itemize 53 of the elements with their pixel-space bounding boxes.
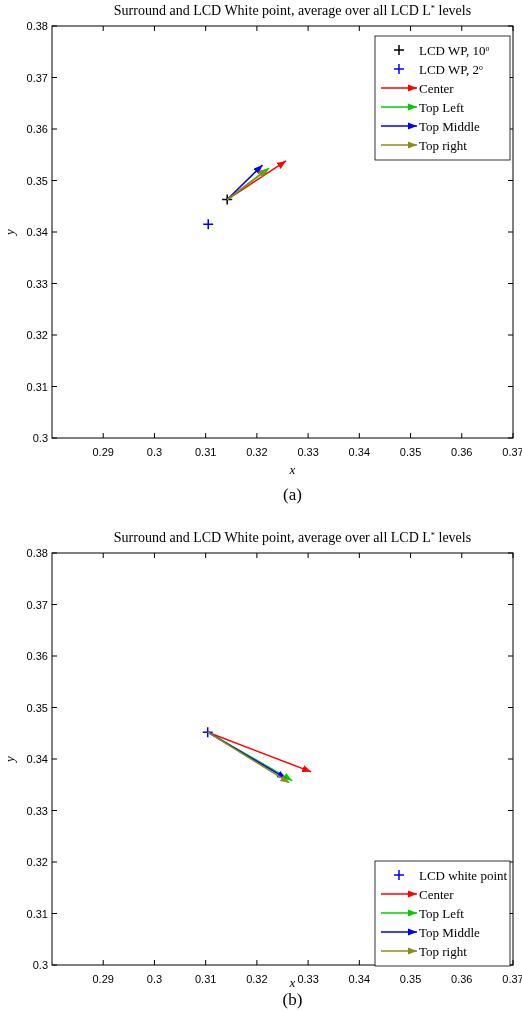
x-tick-label: 0.3 <box>146 973 163 985</box>
y-tick-label: 0.36 <box>26 123 48 135</box>
x-tick-label: 0.29 <box>92 973 114 985</box>
y-tick-label: 0.35 <box>26 174 48 187</box>
y-tick-label: 0.37 <box>26 598 48 611</box>
x-tick-label: 0.31 <box>194 973 217 985</box>
legend-label: Top Left <box>419 100 465 115</box>
y-tick-label: 0.32 <box>26 856 48 868</box>
legend-label: Center <box>419 81 455 96</box>
text: (a) <box>283 485 302 504</box>
legend-label: Top Middle <box>419 119 481 134</box>
y-tick-label: 0.34 <box>26 226 48 238</box>
legend-label: LCD WP, 2$^{o}$ <box>419 62 484 77</box>
y-tick-label: 0.33 <box>26 804 48 817</box>
y-tick-label: 0.3 <box>32 959 48 971</box>
x-axis-title: x <box>288 462 296 477</box>
x-tick-label: 0.3 <box>146 446 163 458</box>
chart-title: Surround and LCD White point, average over all LCD L$^{*}$ levels <box>113 3 472 18</box>
x-tick-label: 0.29 <box>92 446 114 458</box>
legend-label: Top Middle <box>419 925 481 940</box>
y-tick-label: 0.38 <box>26 20 48 32</box>
y-tick-label: 0.36 <box>26 650 48 662</box>
x-tick-label: 0.36 <box>451 446 473 458</box>
x-tick-label: 0.35 <box>399 973 422 985</box>
y-tick-label: 0.31 <box>26 380 48 393</box>
chart-title: Surround and LCD White point, average over all LCD L$^{*}$ levels <box>113 530 472 545</box>
legend-label: LCD white point <box>419 868 508 883</box>
legend-label: Top right <box>419 138 468 153</box>
text: (b) <box>282 990 303 1009</box>
y-axis-title: y <box>2 755 17 764</box>
legend-label: Top Left <box>419 906 465 921</box>
x-tick-label: 0.31 <box>194 446 217 458</box>
y-tick-label: 0.38 <box>26 547 48 559</box>
x-tick-label: 0.32 <box>246 446 268 458</box>
x-tick-label: 0.33 <box>297 973 319 985</box>
y-tick-label: 0.37 <box>26 71 48 84</box>
x-axis-title: x <box>288 975 296 990</box>
y-tick-label: 0.33 <box>26 277 48 290</box>
x-tick-label: 0.34 <box>348 973 371 985</box>
y-tick-label: 0.35 <box>26 701 48 714</box>
y-axis-title: y <box>2 228 17 237</box>
x-tick-label: 0.36 <box>451 973 473 985</box>
x-tick-label: 0.33 <box>297 446 319 458</box>
y-tick-label: 0.34 <box>26 753 48 765</box>
legend-label: LCD WP, 10$^{o}$ <box>419 43 490 58</box>
y-tick-label: 0.31 <box>26 907 48 920</box>
x-tick-label: 0.35 <box>399 446 422 458</box>
x-tick-label: 0.32 <box>246 973 268 985</box>
y-tick-label: 0.32 <box>26 329 48 341</box>
legend-label: Top right <box>419 944 468 959</box>
y-tick-label: 0.3 <box>32 432 48 444</box>
x-tick-label: 0.34 <box>348 446 371 458</box>
legend-label: Center <box>419 887 455 902</box>
